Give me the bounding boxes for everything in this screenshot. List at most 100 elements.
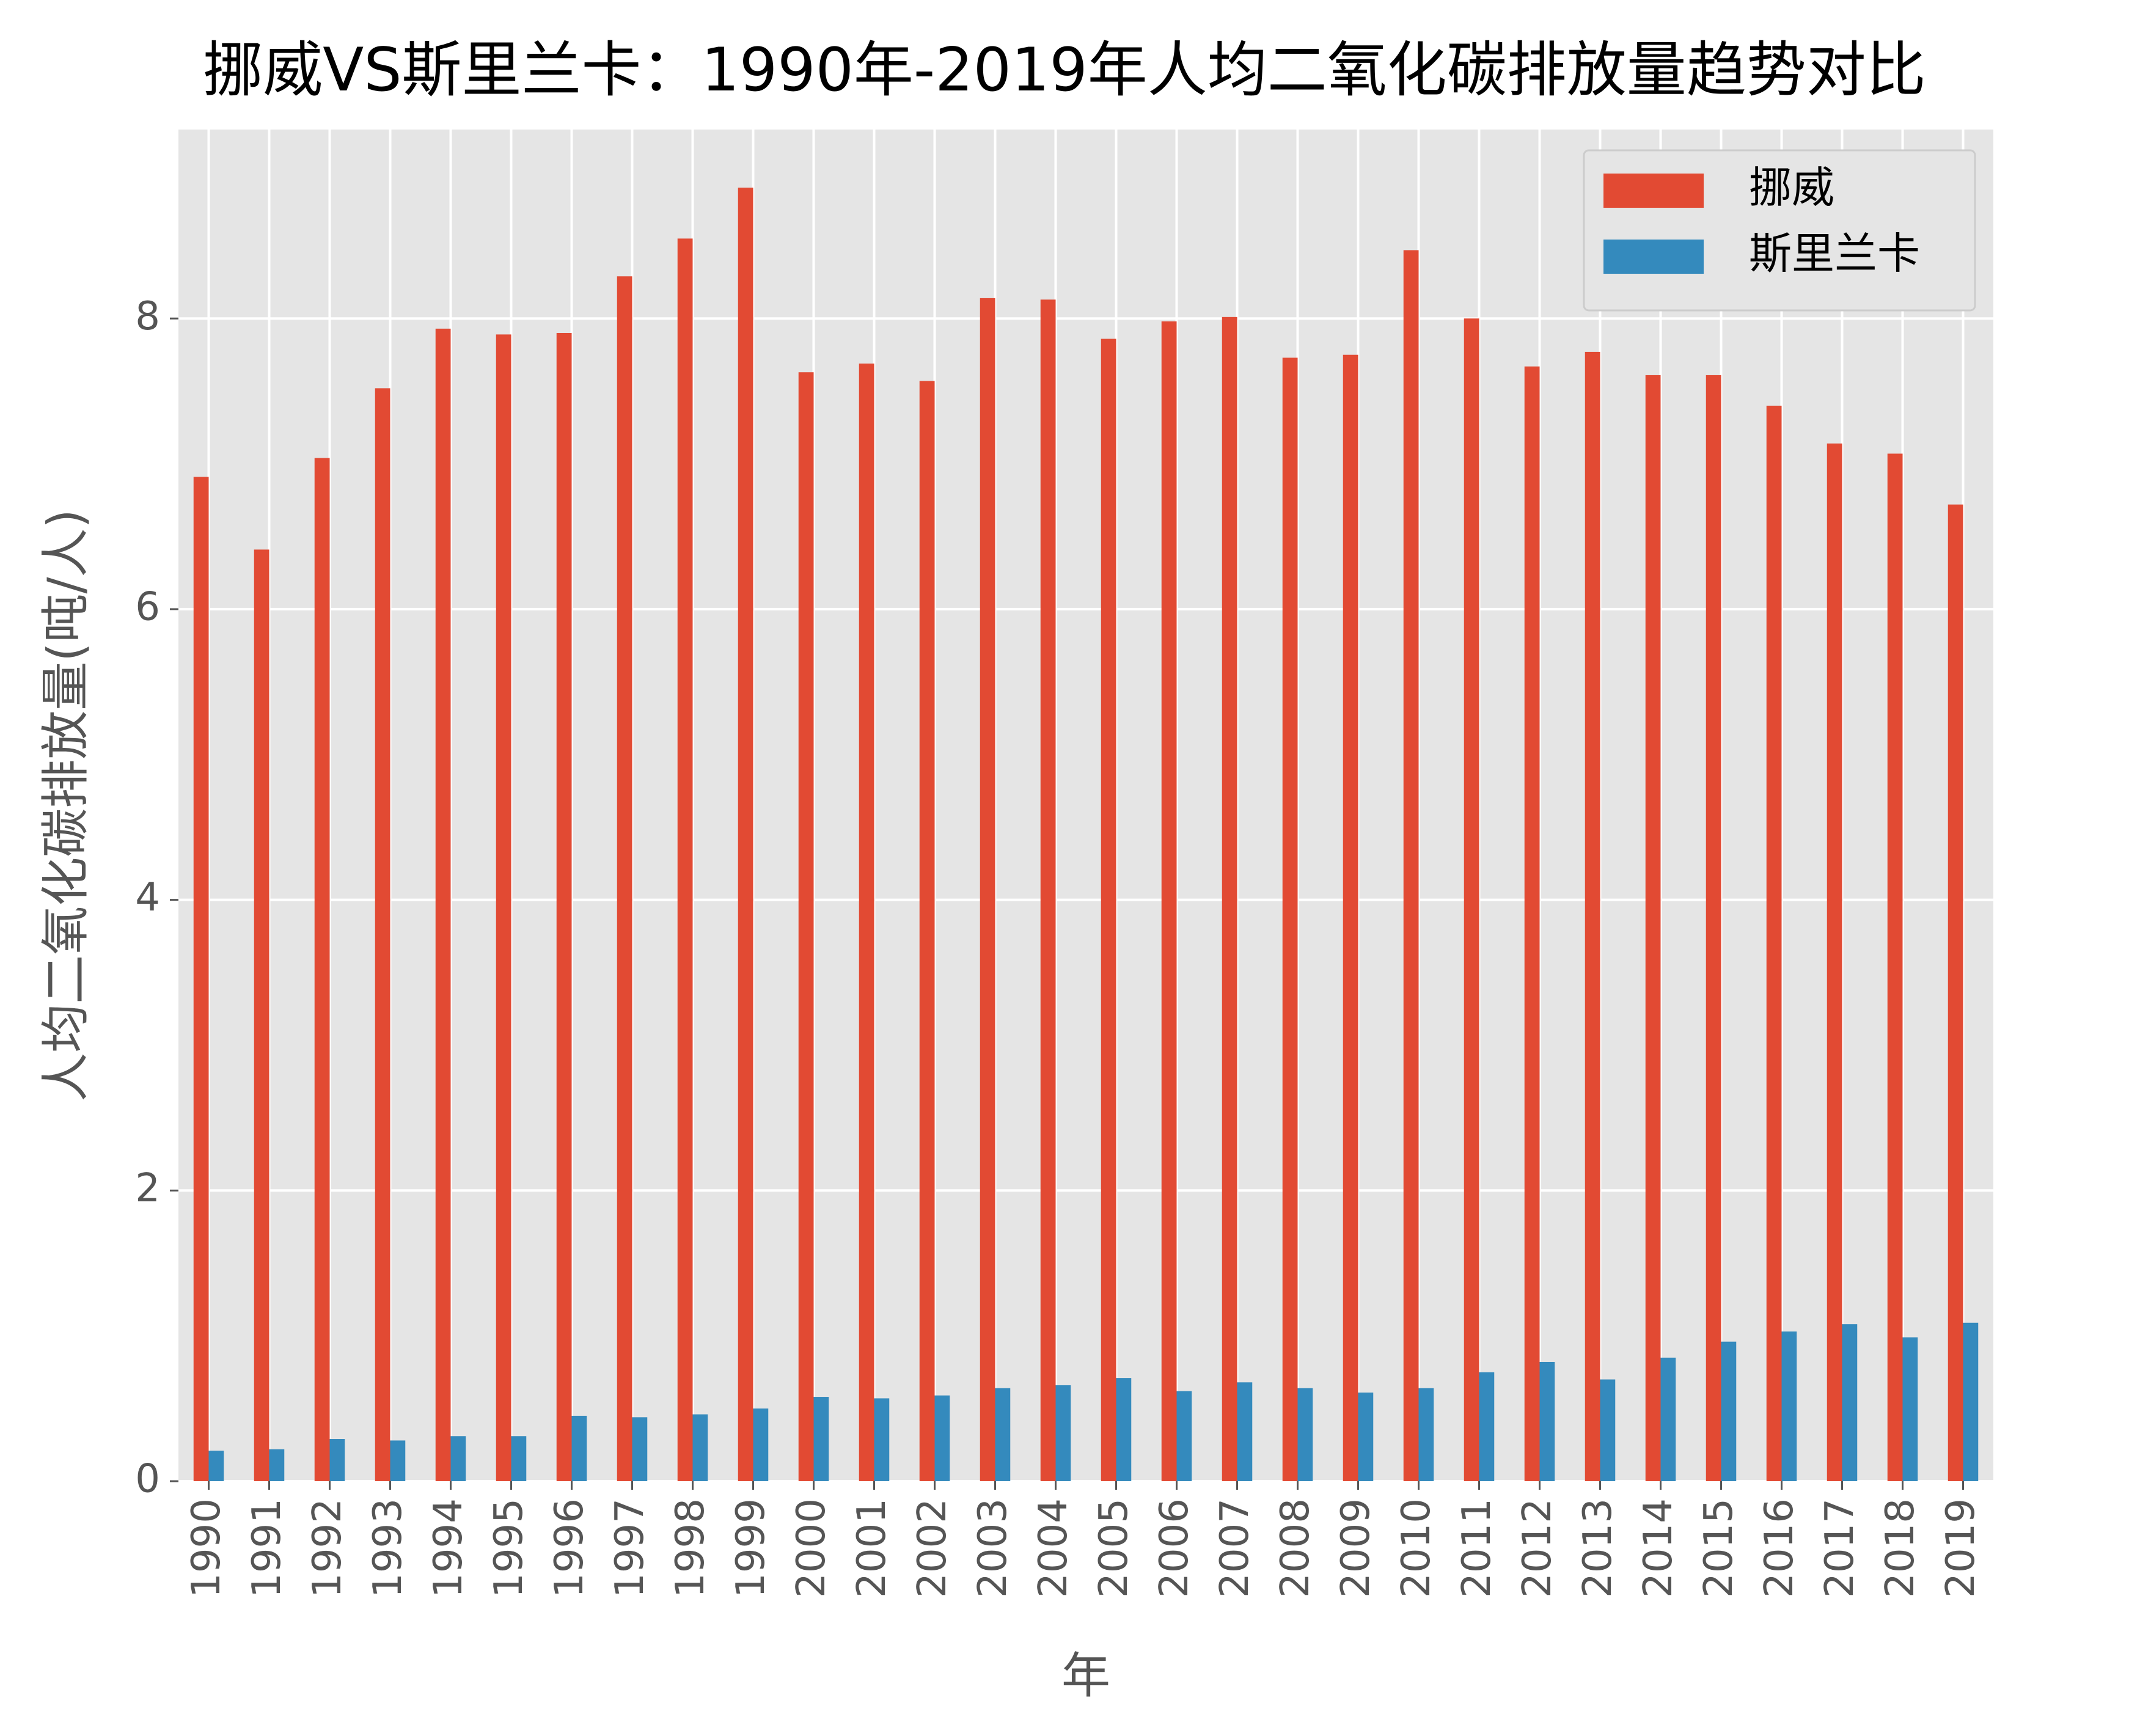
bar-sri-lanka-2009 [1358, 1392, 1374, 1481]
plot-area [178, 130, 1993, 1481]
bar-norway-2002 [919, 381, 935, 1482]
bar-norway-2005 [1101, 339, 1116, 1482]
bar-norway-2010 [1403, 250, 1419, 1481]
x-tick-label: 1997 [607, 1498, 653, 1598]
bar-sri-lanka-1996 [571, 1415, 587, 1481]
bar-norway-1998 [677, 238, 693, 1481]
bar-norway-2008 [1282, 357, 1298, 1482]
legend-label-sri-lanka: 斯里兰卡 [1749, 229, 1920, 279]
bar-sri-lanka-1993 [390, 1440, 406, 1481]
bar-sri-lanka-2003 [995, 1388, 1011, 1481]
bar-norway-2014 [1645, 375, 1661, 1481]
bar-norway-2011 [1464, 318, 1479, 1481]
bar-norway-1990 [193, 477, 209, 1481]
bar-sri-lanka-2018 [1902, 1337, 1918, 1481]
x-tick-label: 2000 [789, 1498, 834, 1598]
bar-norway-2019 [1948, 504, 1963, 1481]
bar-norway-1993 [375, 388, 390, 1481]
x-tick-label: 2003 [970, 1498, 1016, 1598]
bar-sri-lanka-1997 [632, 1417, 648, 1481]
bar-sri-lanka-2012 [1539, 1361, 1555, 1481]
x-tick-label: 2010 [1394, 1498, 1439, 1598]
bar-norway-2016 [1766, 405, 1782, 1481]
bar-sri-lanka-2016 [1781, 1331, 1797, 1481]
bar-sri-lanka-1998 [692, 1414, 708, 1481]
legend-swatch-norway [1603, 174, 1704, 208]
bar-sri-lanka-2011 [1479, 1372, 1495, 1481]
x-tick-label: 1995 [486, 1498, 532, 1598]
bar-norway-2015 [1706, 375, 1721, 1481]
bar-sri-lanka-2000 [813, 1397, 829, 1481]
bar-norway-2003 [980, 298, 995, 1481]
bar-norway-1991 [254, 549, 269, 1481]
bar-norway-2018 [1887, 453, 1903, 1481]
bar-sri-lanka-1991 [269, 1449, 285, 1481]
y-tick-label: 8 [135, 294, 160, 339]
y-tick-label: 4 [135, 875, 160, 920]
x-tick-label: 2007 [1212, 1498, 1258, 1598]
x-axis-label: 年 [1061, 1647, 1110, 1704]
x-tick-label: 2004 [1031, 1498, 1076, 1598]
y-tick-label: 6 [135, 584, 160, 629]
bar-norway-1999 [738, 188, 753, 1482]
bar-norway-2006 [1161, 321, 1177, 1481]
y-axis-label: 人均二氧化碳排放量(吨/人) [37, 509, 94, 1101]
x-tick-label: 2014 [1636, 1498, 1681, 1598]
bar-sri-lanka-1999 [753, 1408, 769, 1481]
bar-sri-lanka-1992 [329, 1439, 345, 1481]
x-tick-label: 1992 [305, 1498, 350, 1598]
bar-norway-1992 [314, 458, 330, 1481]
bar-sri-lanka-2001 [874, 1398, 890, 1481]
chart-title: 挪威VS斯里兰卡：1990年-2019年人均二氧化碳排放量趋势对比 [203, 35, 1926, 105]
x-tick-label: 2006 [1152, 1498, 1197, 1598]
x-tick-label: 1993 [365, 1498, 411, 1598]
bar-sri-lanka-2013 [1600, 1379, 1616, 1481]
bar-sri-lanka-2002 [934, 1395, 950, 1481]
x-tick-label: 2015 [1696, 1498, 1742, 1598]
bar-sri-lanka-2019 [1963, 1322, 1979, 1481]
bar-norway-1997 [617, 276, 632, 1481]
bar-norway-2004 [1040, 299, 1056, 1481]
bar-norway-1995 [496, 334, 511, 1482]
x-tick-label: 2016 [1757, 1498, 1802, 1598]
bar-norway-2012 [1524, 366, 1540, 1482]
x-tick-label: 2009 [1333, 1498, 1379, 1598]
x-tick-label: 2012 [1515, 1498, 1560, 1598]
bar-norway-2017 [1827, 443, 1842, 1481]
bar-norway-2007 [1222, 317, 1237, 1481]
y-tick-label: 0 [135, 1457, 160, 1502]
bar-sri-lanka-2008 [1297, 1388, 1313, 1481]
bar-sri-lanka-2010 [1418, 1388, 1434, 1481]
x-tick-label: 2019 [1938, 1498, 1984, 1598]
legend-swatch-sri-lanka [1603, 240, 1704, 274]
x-tick-label: 2011 [1454, 1498, 1500, 1598]
y-tick-label: 2 [135, 1166, 160, 1211]
legend: 挪威 斯里兰卡 [1583, 149, 1976, 312]
x-tick-label: 2008 [1273, 1498, 1318, 1598]
x-tick-label: 2013 [1575, 1498, 1621, 1598]
x-tick-label: 1994 [426, 1498, 471, 1598]
bar-sri-lanka-2006 [1176, 1391, 1192, 1481]
x-tick-label: 1996 [547, 1498, 592, 1598]
bar-sri-lanka-1994 [450, 1436, 466, 1481]
bar-norway-2009 [1343, 354, 1358, 1481]
x-tick-label: 2018 [1878, 1498, 1923, 1598]
bar-norway-2001 [859, 363, 874, 1481]
x-tick-label: 2001 [849, 1498, 895, 1598]
x-tick-label: 1999 [728, 1498, 774, 1598]
bar-norway-2000 [798, 372, 814, 1481]
axes: 1990 1991 1992 1993 1994 1995 1996 1997 1998 1999… [135, 294, 1984, 1598]
legend-label-norway: 挪威 [1749, 163, 1834, 213]
bar-sri-lanka-2017 [1842, 1324, 1858, 1481]
x-tick-label: 2017 [1817, 1498, 1863, 1598]
bar-sri-lanka-2015 [1721, 1341, 1737, 1481]
x-tick-label: 1991 [244, 1498, 290, 1598]
bar-sri-lanka-2005 [1116, 1378, 1132, 1481]
x-tick-label: 1990 [184, 1498, 229, 1598]
x-tick-label: 2005 [1091, 1498, 1137, 1598]
bar-sri-lanka-2007 [1237, 1382, 1253, 1481]
bar-norway-1994 [435, 328, 451, 1481]
bar-norway-1996 [556, 332, 572, 1481]
